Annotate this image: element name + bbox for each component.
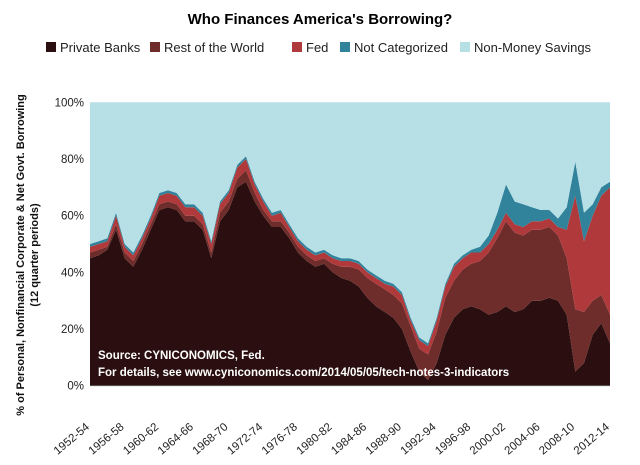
x-axis: 1952-541956-581960-621964-661968-701972-… bbox=[52, 421, 613, 458]
area-series-group bbox=[90, 102, 610, 386]
legend-swatch bbox=[460, 42, 470, 52]
y-tick-label: 20% bbox=[61, 324, 84, 336]
y-axis-label-line1: % of Personal, Nonfinancial Corporate & … bbox=[15, 94, 27, 415]
area-non-money-savings bbox=[90, 102, 610, 344]
x-tick-label: 1964-66 bbox=[156, 421, 196, 457]
legend-item-private-banks: Private Banks bbox=[46, 40, 141, 55]
y-tick-label: 60% bbox=[61, 211, 84, 223]
legend-swatch bbox=[292, 42, 302, 52]
area-fed bbox=[90, 159, 610, 355]
x-tick-label: 1960-62 bbox=[121, 421, 161, 457]
legend-label: Rest of the World bbox=[164, 40, 264, 55]
source-note: Source: CYNICONOMICS, Fed. bbox=[98, 350, 265, 362]
x-tick-label: 1968-70 bbox=[191, 421, 231, 457]
x-tick-label: 1972-74 bbox=[225, 421, 266, 458]
legend-item-fed: Fed bbox=[292, 40, 328, 55]
legend-item-not-categorized: Not Categorized bbox=[340, 40, 448, 55]
x-tick-label: 1996-98 bbox=[433, 421, 473, 457]
x-tick-label: 2004-06 bbox=[503, 421, 543, 457]
x-tick-label: 1980-82 bbox=[295, 421, 335, 457]
legend-item-rest-of-the-world: Rest of the World bbox=[150, 40, 264, 55]
chart-title: Who Finances America's Borrowing? bbox=[188, 11, 453, 28]
legend-swatch bbox=[150, 42, 160, 52]
legend-label: Private Banks bbox=[60, 40, 141, 55]
legend-swatch bbox=[46, 42, 56, 52]
plot-area: 0% 20% 40% 60% 80% 100% 1952-541956-581960-62… bbox=[52, 97, 613, 457]
legend-swatch bbox=[340, 42, 350, 52]
x-tick-label: 2012-14 bbox=[572, 421, 613, 458]
area-private-banks bbox=[90, 181, 610, 386]
y-tick-label: 40% bbox=[61, 267, 84, 279]
y-axis-label-line2: (12 quarter periods) bbox=[29, 203, 41, 307]
y-tick-label: 80% bbox=[61, 154, 84, 166]
legend: Private Banks Rest of the World Fed Not Cat… bbox=[46, 40, 592, 55]
x-tick-label: 1976-78 bbox=[260, 421, 300, 457]
y-tick-label: 100% bbox=[55, 97, 84, 109]
x-tick-label: 1992-94 bbox=[399, 421, 440, 458]
legend-label: Non-Money Savings bbox=[474, 40, 592, 55]
area-rest-of-the-world bbox=[90, 170, 610, 380]
x-tick-label: 1956-58 bbox=[87, 421, 127, 457]
x-tick-label: 1984-86 bbox=[329, 421, 369, 457]
x-tick-label: 2008-10 bbox=[537, 421, 577, 457]
x-tick-label: 2000-02 bbox=[468, 421, 508, 457]
legend-label: Not Categorized bbox=[354, 40, 448, 55]
x-tick-label: 1988-90 bbox=[364, 421, 404, 457]
legend-item-non-money-savings: Non-Money Savings bbox=[460, 40, 592, 55]
x-tick-label: 1952-54 bbox=[52, 421, 93, 458]
legend-label: Fed bbox=[306, 40, 328, 55]
area-not-categorized bbox=[90, 156, 610, 346]
y-axis: 0% 20% 40% 60% 80% 100% bbox=[55, 97, 84, 392]
y-tick-label: 0% bbox=[67, 381, 84, 393]
details-note: For details, see www.cyniconomics.com/20… bbox=[98, 367, 509, 379]
